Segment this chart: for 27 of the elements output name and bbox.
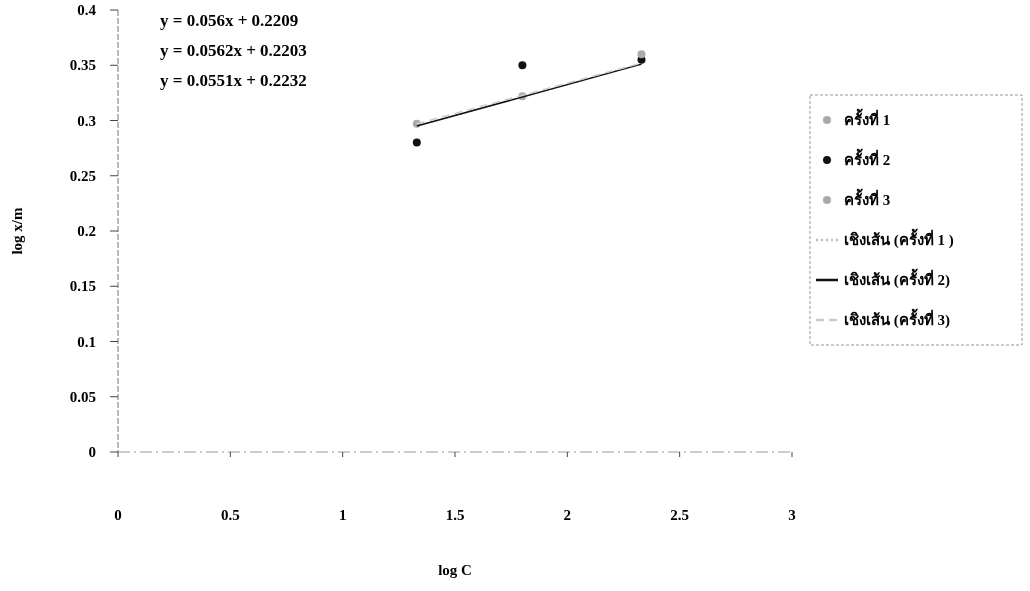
legend-label: เชิงเส้น (ครั้งที่ 1 )	[844, 228, 954, 249]
y-axis-title: log x/m	[9, 206, 25, 255]
x-tick-label: 0.5	[220, 507, 240, 523]
legend-label: ครั้งที่ 1	[844, 108, 891, 128]
y-tick-label: 0.3	[77, 112, 96, 129]
legend-label: เชิงเส้น (ครั้งที่ 3)	[844, 308, 950, 329]
y-tick-label: 0.1	[77, 333, 96, 350]
x-tick-label: 3	[788, 507, 796, 523]
x-axis-title: log C	[438, 562, 472, 578]
annotation: y = 0.0551x + 0.2232	[160, 71, 307, 90]
x-tick-label: 2	[563, 507, 572, 523]
y-tick-label: 0.15	[69, 278, 96, 295]
y-tick-label: 0.35	[69, 57, 96, 74]
x-tick-label: 1.5	[445, 507, 465, 523]
annotation: y = 0.0562x + 0.2203	[160, 41, 307, 60]
legend-label: ครั้งที่ 3	[844, 188, 891, 208]
x-tick-label: 0	[114, 507, 122, 523]
y-tick-label: 0.25	[69, 167, 96, 184]
legend-label: ครั้งที่ 2	[844, 148, 891, 168]
y-tick-label: 0.05	[69, 388, 96, 405]
y-tick-label: 0.4	[77, 2, 97, 18]
x-tick-label: 1	[338, 507, 347, 523]
y-tick-label: 0	[88, 444, 96, 460]
y-tick-label: 0.2	[77, 223, 96, 239]
legend-label: เชิงเส้น (ครั้งที่ 2)	[844, 268, 950, 289]
annotation: y = 0.056x + 0.2209	[160, 11, 299, 30]
x-tick-label: 2.5	[670, 507, 690, 523]
